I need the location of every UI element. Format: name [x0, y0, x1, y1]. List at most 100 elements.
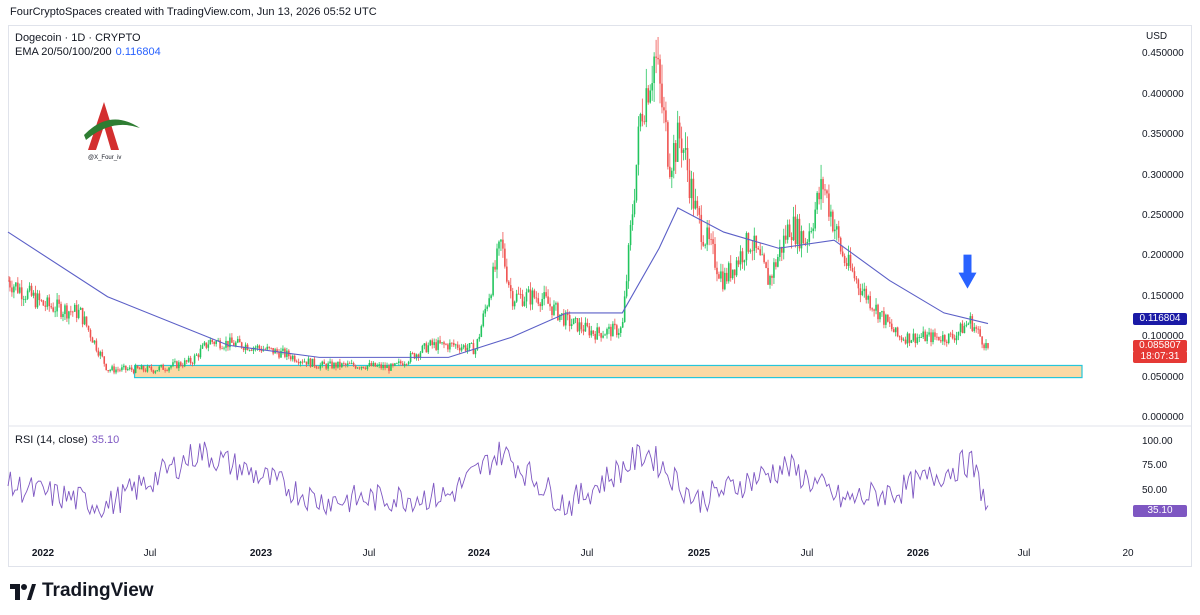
price-candle — [590, 330, 593, 336]
price-candle — [392, 363, 394, 366]
price-candle — [684, 147, 687, 150]
price-candle — [963, 325, 966, 334]
price-candle — [121, 367, 123, 371]
price-tick-label: 0.050000 — [1142, 371, 1184, 383]
price-candle — [973, 327, 976, 331]
price-candle — [73, 304, 76, 312]
price-candle — [368, 363, 371, 366]
price-candle — [965, 324, 968, 326]
price-candle — [619, 327, 622, 333]
price-candle — [441, 342, 443, 344]
price-candle — [40, 300, 43, 301]
price-candle — [559, 314, 561, 321]
price-candle — [215, 341, 217, 345]
price-candle — [515, 293, 518, 302]
price-candle — [651, 83, 653, 91]
price-candle — [959, 323, 962, 332]
price-candle — [610, 326, 612, 337]
price-candle — [682, 149, 685, 153]
price-candle — [270, 347, 272, 349]
price-candle — [580, 322, 583, 330]
price-candle — [537, 298, 540, 304]
price-candle — [806, 241, 809, 244]
price-candle — [203, 342, 206, 346]
price-tick-label: 0.200000 — [1142, 250, 1184, 262]
price-candle — [910, 340, 913, 343]
price-candle — [183, 360, 186, 367]
price-candle — [81, 307, 84, 325]
price-candle — [904, 339, 907, 344]
price-candle — [702, 241, 705, 246]
current-price-tag: 0.085807 — [1133, 340, 1187, 352]
price-candle — [172, 362, 174, 366]
price-candle — [185, 360, 188, 362]
price-candle — [555, 303, 557, 305]
price-candle — [366, 365, 369, 369]
price-candle — [688, 170, 691, 199]
price-candle — [914, 333, 917, 344]
symbol-legend[interactable]: Dogecoin · 1D · CRYPTO — [15, 32, 141, 44]
price-candle — [749, 250, 752, 252]
price-candle — [564, 312, 567, 326]
price-candle — [517, 293, 520, 295]
price-candle — [280, 350, 282, 358]
price-candle — [568, 315, 571, 327]
tradingview-logo[interactable]: TradingView — [10, 580, 154, 602]
price-candle — [435, 342, 437, 350]
price-candle — [647, 88, 650, 103]
price-candle — [201, 345, 204, 349]
price-candle — [50, 306, 53, 308]
price-candle — [765, 262, 767, 268]
price-candle — [830, 211, 832, 217]
price-candle — [743, 260, 746, 263]
price-candle — [101, 351, 104, 357]
price-candle — [698, 208, 701, 215]
rsi-label: RSI (14, close) — [15, 434, 88, 446]
price-tick-label: 0.300000 — [1142, 169, 1184, 181]
price-candle — [189, 357, 192, 364]
price-candle — [686, 147, 689, 171]
price-candle — [128, 367, 131, 370]
rsi-legend[interactable]: RSI (14, close) 35.10 — [15, 433, 119, 447]
price-candle — [985, 343, 987, 349]
price-candle — [423, 343, 426, 346]
price-candle — [209, 339, 212, 345]
price-candle — [28, 285, 31, 291]
price-candle — [130, 367, 133, 370]
price-candle — [77, 309, 80, 318]
price-candle — [399, 361, 402, 364]
price-candle — [508, 281, 510, 286]
time-tick-label: Jul — [362, 548, 376, 559]
price-candle — [178, 362, 180, 369]
price-candle — [653, 56, 655, 84]
price-candle — [46, 297, 49, 307]
price-candle — [777, 257, 779, 267]
price-candle — [739, 251, 742, 265]
price-candle — [657, 57, 659, 60]
price-candle — [714, 243, 716, 268]
legend: Dogecoin · 1D · CRYPTO EMA 20/50/100/200… — [15, 31, 161, 59]
price-candle — [945, 341, 948, 344]
price-candle — [350, 363, 353, 364]
ema-legend[interactable]: EMA 20/50/100/200 0.116804 — [15, 45, 161, 59]
price-candle — [855, 278, 858, 280]
price-candle — [547, 296, 549, 304]
rsi-tick-label: 50.00 — [1142, 484, 1168, 496]
price-candle — [372, 362, 375, 367]
price-candle — [641, 113, 644, 122]
price-candle — [881, 311, 883, 313]
price-candle — [861, 291, 864, 296]
price-candle — [66, 305, 68, 319]
price-candle — [511, 291, 514, 307]
time-tick-label: 2026 — [906, 548, 930, 559]
price-candle — [582, 329, 585, 332]
currency-label[interactable]: USD — [1146, 31, 1168, 42]
price-candle — [747, 233, 750, 252]
price-candle — [826, 190, 828, 194]
price-candle — [794, 216, 797, 245]
price-candle — [83, 316, 86, 325]
price-candle — [256, 345, 259, 348]
price-candle — [401, 363, 404, 366]
price-candle — [529, 289, 532, 305]
